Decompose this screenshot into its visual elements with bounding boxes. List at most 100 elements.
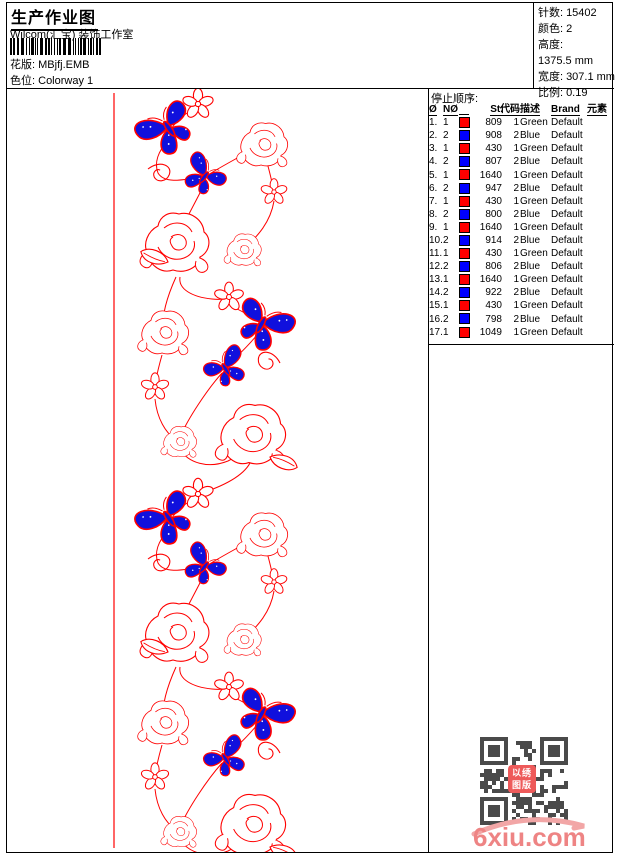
color-chip bbox=[459, 274, 470, 286]
row-seq: 7. bbox=[429, 195, 438, 207]
row-brand: Default bbox=[551, 117, 583, 129]
row-chip-cell bbox=[459, 143, 478, 155]
row-description: Green bbox=[520, 248, 548, 260]
row-code: 2 bbox=[513, 261, 519, 273]
row-seq: 5. bbox=[429, 169, 438, 181]
stop-sequence-row: 10. 2 914 2 Blue Default bbox=[429, 234, 613, 247]
col-element: 元素 bbox=[587, 103, 607, 116]
row-brand: Default bbox=[551, 248, 583, 260]
stat-line: 针数: 15402 bbox=[538, 5, 620, 21]
row-needle: 2 bbox=[443, 313, 449, 325]
row-chip-cell bbox=[459, 248, 478, 259]
col-stitches: St. bbox=[490, 103, 503, 116]
row-needle: 1 bbox=[443, 221, 449, 233]
color-chip bbox=[459, 313, 470, 325]
row-description: Green bbox=[520, 169, 548, 181]
row-seq: 11. bbox=[429, 248, 443, 260]
row-chip-cell bbox=[459, 287, 478, 299]
row-code: 1 bbox=[513, 221, 519, 233]
row-brand: Default bbox=[551, 287, 583, 299]
row-stitches: 1640 bbox=[479, 221, 502, 233]
col-description: 描述 bbox=[520, 103, 540, 116]
row-description: Blue bbox=[520, 208, 541, 220]
row-brand: Default bbox=[551, 313, 583, 325]
row-seq: 12. bbox=[429, 261, 443, 273]
row-seq: 4. bbox=[429, 156, 438, 168]
row-code: 1 bbox=[513, 300, 519, 312]
row-description: Green bbox=[520, 143, 548, 155]
color-chip bbox=[459, 248, 470, 259]
stat-line: 颜色: 2 bbox=[538, 21, 620, 37]
row-stitches: 1049 bbox=[479, 326, 502, 338]
row-stitches: 908 bbox=[485, 130, 502, 142]
stop-sequence-row: 17. 1 1049 1 Green Default bbox=[429, 326, 613, 339]
row-needle: 1 bbox=[443, 274, 449, 286]
stop-sequence-row: 13. 1 1640 1 Green Default bbox=[429, 273, 613, 286]
stat-line: 比例: 0.19 bbox=[538, 85, 620, 101]
row-stitches: 922 bbox=[485, 287, 502, 299]
row-needle: 1 bbox=[443, 300, 449, 312]
row-chip-cell bbox=[459, 221, 478, 233]
row-code: 1 bbox=[513, 326, 519, 338]
row-chip-cell bbox=[459, 208, 478, 220]
stop-sequence-row: 6. 2 947 2 Blue Default bbox=[429, 182, 613, 195]
row-needle: 2 bbox=[443, 208, 449, 220]
row-seq: 15. bbox=[429, 300, 443, 312]
stop-sequence-header: Ø NØ St. 代码 描述 Brand 元素 bbox=[429, 103, 613, 116]
row-description: Green bbox=[520, 221, 548, 233]
stat-line: 高度: 1375.5 mm bbox=[538, 37, 620, 69]
row-brand: Default bbox=[551, 169, 583, 181]
row-code: 1 bbox=[513, 143, 519, 155]
row-brand: Default bbox=[551, 130, 583, 142]
row-brand: Default bbox=[551, 221, 583, 233]
stop-sequence-row: 5. 1 1640 1 Green Default bbox=[429, 168, 613, 181]
row-brand: Default bbox=[551, 182, 583, 194]
stat-value: 307.1 mm bbox=[566, 71, 615, 83]
row-description: Green bbox=[520, 195, 548, 207]
row-stitches: 809 bbox=[485, 117, 502, 129]
color-chip bbox=[459, 221, 470, 233]
row-chip-cell bbox=[459, 261, 478, 273]
row-chip-cell bbox=[459, 234, 478, 246]
row-chip-cell bbox=[459, 300, 478, 312]
row-seq: 3. bbox=[429, 143, 438, 155]
row-needle: 2 bbox=[443, 234, 449, 246]
row-brand: Default bbox=[551, 195, 583, 207]
row-seq: 9. bbox=[429, 221, 438, 233]
row-description: Blue bbox=[520, 156, 541, 168]
row-stitches: 798 bbox=[485, 313, 502, 325]
row-needle: 1 bbox=[443, 143, 449, 155]
row-seq: 10. bbox=[429, 234, 443, 246]
row-description: Green bbox=[520, 326, 548, 338]
row-code: 2 bbox=[513, 182, 519, 194]
color-chip bbox=[459, 208, 470, 220]
row-stitches: 806 bbox=[485, 261, 502, 273]
row-description: Blue bbox=[520, 130, 541, 142]
row-seq: 2. bbox=[429, 130, 438, 142]
row-description: Blue bbox=[520, 234, 541, 246]
stat-value: 2 bbox=[566, 23, 573, 35]
barcode bbox=[10, 38, 101, 55]
row-chip-cell bbox=[459, 130, 478, 142]
row-code: 2 bbox=[513, 313, 519, 325]
row-needle: 1 bbox=[443, 169, 449, 181]
row-brand: Default bbox=[551, 234, 583, 246]
color-chip bbox=[459, 300, 470, 312]
row-stitches: 430 bbox=[485, 300, 502, 312]
row-seq: 17. bbox=[429, 326, 443, 338]
row-needle: 1 bbox=[443, 117, 449, 129]
seal-text-top: 以绣 bbox=[511, 768, 532, 778]
row-needle: 1 bbox=[443, 326, 449, 338]
colorway-label: 色位: bbox=[10, 75, 36, 87]
stat-label: 颜色: bbox=[538, 23, 564, 35]
design-file-line: 花版: MBjfj.EMB bbox=[10, 56, 89, 72]
row-chip-cell bbox=[459, 117, 478, 129]
row-brand: Default bbox=[551, 300, 583, 312]
row-needle: 2 bbox=[443, 156, 449, 168]
color-chip bbox=[459, 261, 470, 273]
color-chip bbox=[459, 287, 470, 299]
row-code: 2 bbox=[513, 130, 519, 142]
row-stitches: 947 bbox=[485, 182, 502, 194]
color-chip bbox=[459, 117, 470, 129]
